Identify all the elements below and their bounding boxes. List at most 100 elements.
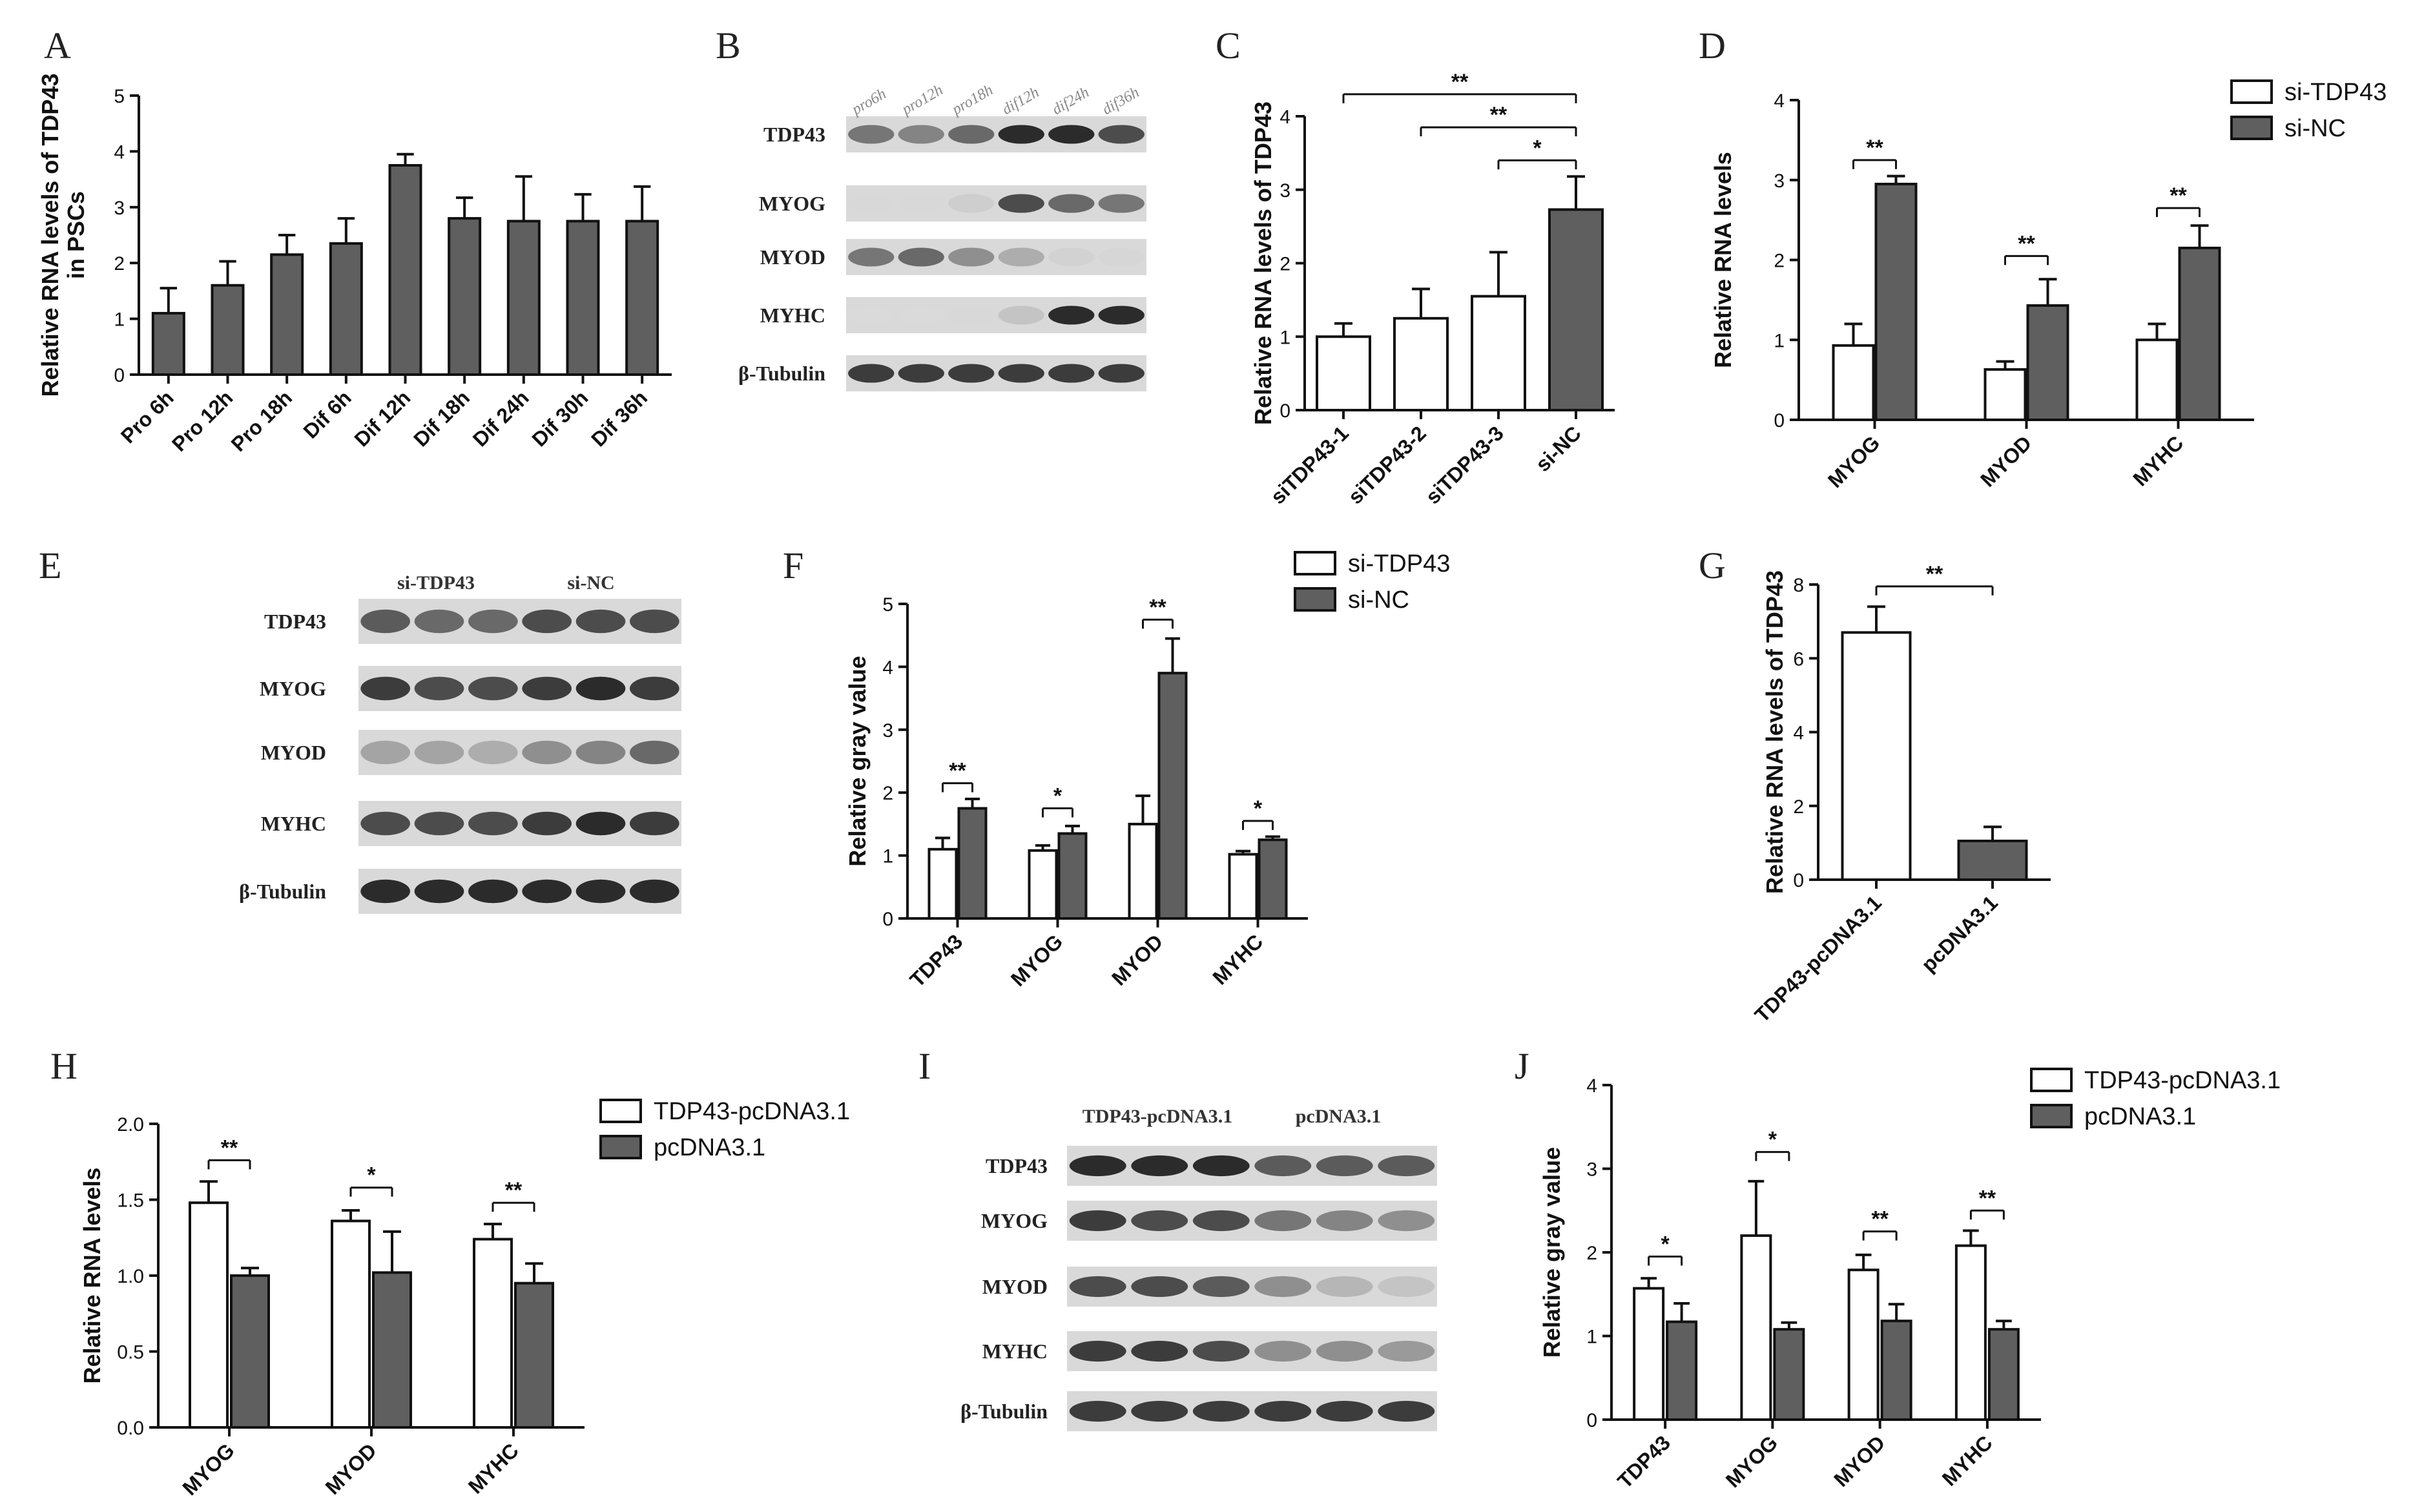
chart-j-sig-label: * [1768, 1128, 1777, 1152]
panel-label-h: H [50, 1045, 78, 1087]
blot-i-band [1069, 1276, 1126, 1298]
blot-e-band [522, 676, 572, 701]
blot-e-band [468, 811, 518, 836]
chart-f-bar [957, 807, 988, 920]
blot-e-band [360, 609, 411, 634]
chart-f-sig-label: ** [949, 759, 966, 783]
chart-c-ytick-label: 0 [1279, 400, 1290, 422]
blot-i-row-label: TDP43 [986, 1154, 1048, 1177]
chart-d-sig-label: ** [1866, 136, 1883, 160]
blot-i-band [1254, 1400, 1312, 1422]
chart-f-bar [1028, 849, 1058, 920]
chart-j-bar [1633, 1287, 1665, 1422]
blot-e-band [575, 609, 626, 634]
blot-b-strip [846, 297, 1146, 333]
blot-b-band [1048, 306, 1095, 325]
blot-b-band [898, 364, 944, 383]
chart-f-legend-label: si-NC [1348, 586, 1409, 614]
blot-i-strip [1067, 1391, 1437, 1431]
chart-a-ylabel: in PSCs [63, 191, 89, 279]
chart-c-bar [1548, 208, 1604, 411]
blot-e-strip [358, 801, 681, 846]
chart-d-ytick-label: 3 [1774, 171, 1785, 192]
chart-h-legend-label: pcDNA3.1 [654, 1134, 765, 1161]
chart-j-bar [1847, 1269, 1880, 1421]
blot-e-band [522, 740, 572, 765]
chart-c-ytick-label: 3 [1279, 180, 1290, 202]
chart-d-legend-swatch [2230, 79, 2273, 104]
chart-f-ytick-label: 2 [882, 783, 893, 804]
chart-c-ytick-label: 2 [1279, 254, 1290, 275]
blot-b-row-label: TDP43 [763, 123, 825, 146]
chart-h-bar [189, 1201, 229, 1429]
blot-e-row-label: MYOD [261, 741, 326, 764]
panel-label-b: B [716, 25, 741, 67]
chart-j-ytick-label: 0 [1586, 1410, 1597, 1431]
chart-c-sig-label: * [1533, 136, 1542, 160]
chart-h-ytick-label: 2.0 [117, 1114, 144, 1135]
chart-f-bar [927, 847, 958, 920]
blot-e-band [414, 676, 464, 701]
blot-i-band [1131, 1400, 1188, 1422]
blot-i-band [1316, 1276, 1373, 1298]
blot-e-row-label: β-Tubulin [239, 880, 326, 903]
blot-e-strip [358, 730, 681, 775]
blot-e-band [522, 879, 572, 904]
chart-a-bar [448, 217, 482, 376]
blot-i-band [1131, 1276, 1188, 1298]
chart-h-sig-label: * [367, 1163, 376, 1188]
chart-f-bar [1157, 672, 1188, 920]
blot-b-band [948, 194, 995, 213]
blot-e-band [414, 740, 464, 765]
chart-g-ytick-label: 0 [1793, 870, 1804, 891]
chart-g-ytick-label: 8 [1793, 575, 1804, 596]
blot-b-band [1098, 125, 1145, 144]
chart-a-ytick-label: 5 [114, 86, 125, 107]
blot-e-band [360, 879, 411, 904]
chart-d-ytick-label: 4 [1774, 90, 1785, 112]
blot-b-band [898, 194, 944, 213]
blot-b-band [1098, 247, 1145, 267]
chart-d-ytick-label: 2 [1774, 251, 1785, 272]
blot-b-strip [846, 116, 1146, 152]
chart-f-legend-swatch [1294, 551, 1336, 575]
blot-i-band [1378, 1340, 1435, 1362]
blot-e-row-label: MYHC [261, 812, 326, 835]
chart-a-bar [270, 253, 304, 376]
blot-i-strip [1067, 1146, 1437, 1186]
blot-b-band [848, 306, 895, 325]
chart-d-bar [2026, 304, 2069, 421]
chart-d-sig-label: ** [2170, 183, 2187, 208]
blot-b-band [948, 125, 995, 144]
panel-label-a: A [44, 25, 71, 67]
chart-j-sig-label: * [1661, 1232, 1670, 1256]
chart-f-ytick-label: 0 [882, 909, 893, 930]
chart-h-bar [372, 1271, 412, 1429]
blot-i-strip [1067, 1331, 1437, 1371]
blot-i-band [1131, 1340, 1188, 1362]
chart-h-ytick-label: 0.0 [117, 1418, 144, 1439]
panel-label-e: E [39, 544, 61, 586]
chart-d-ytick-label: 1 [1774, 330, 1785, 351]
chart-d-sig-label: ** [2018, 231, 2035, 256]
blot-b-band [998, 194, 1044, 213]
blot-b-band [948, 364, 995, 383]
chart-a-bar [151, 311, 185, 376]
blot-i-band [1254, 1210, 1312, 1232]
chart-g-bar [1841, 631, 1912, 881]
blot-e-band [630, 609, 679, 634]
blot-e-band [414, 609, 464, 634]
chart-c-sig-label: ** [1451, 70, 1469, 94]
blot-i-row-label: MYOD [982, 1275, 1048, 1298]
chart-a-bar [329, 242, 363, 376]
blot-b-band [848, 364, 895, 383]
chart-d-ylabel: Relative RNA levels [1710, 152, 1736, 368]
chart-d-legend-label: si-NC [2284, 115, 2346, 142]
chart-j-ytick-label: 4 [1586, 1075, 1597, 1097]
chart-j-ytick-label: 1 [1586, 1327, 1597, 1348]
chart-d-bar [1832, 344, 1875, 421]
chart-h-bar [331, 1219, 371, 1429]
chart-d-bar [2135, 338, 2179, 421]
blot-i-row-label: MYOG [981, 1209, 1048, 1232]
